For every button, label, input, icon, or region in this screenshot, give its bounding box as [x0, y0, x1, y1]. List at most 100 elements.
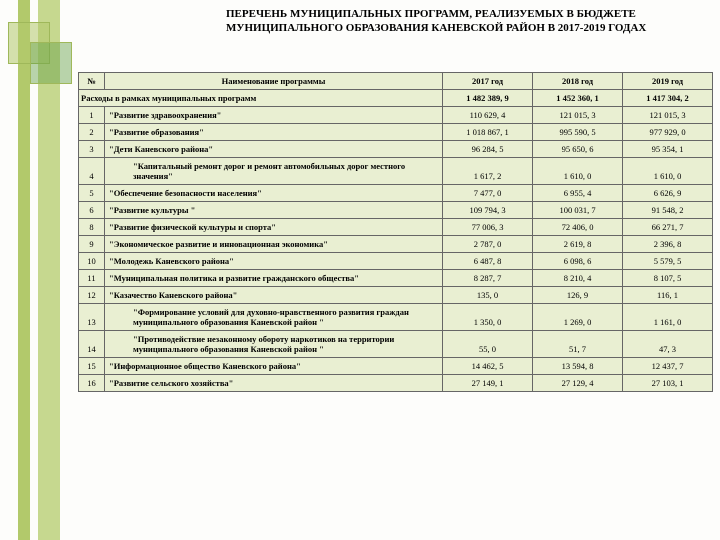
- row-num: 6: [79, 202, 105, 219]
- programs-table-wrap: № Наименование программы 2017 год 2018 г…: [78, 72, 712, 392]
- col-num: №: [79, 73, 105, 90]
- col-2018: 2018 год: [533, 73, 623, 90]
- row-2017: 110 629, 4: [443, 107, 533, 124]
- row-name: "Молодежь Каневского района": [105, 253, 443, 270]
- row-2017: 27 149, 1: [443, 375, 533, 392]
- row-2017: 8 287, 7: [443, 270, 533, 287]
- table-row: 3"Дети Каневского района"96 284, 595 650…: [79, 141, 713, 158]
- row-2017: 109 794, 3: [443, 202, 533, 219]
- row-2017: 6 487, 8: [443, 253, 533, 270]
- table-row: 2"Развитие образования"1 018 867, 1995 5…: [79, 124, 713, 141]
- row-2017: 1 018 867, 1: [443, 124, 533, 141]
- row-num: 16: [79, 375, 105, 392]
- row-2018: 100 031, 7: [533, 202, 623, 219]
- row-num: 9: [79, 236, 105, 253]
- row-2018: 2 619, 8: [533, 236, 623, 253]
- row-2018: 8 210, 4: [533, 270, 623, 287]
- table-row: 11"Муниципальная политика и развитие гра…: [79, 270, 713, 287]
- row-name: "Обеспечение безопасности населения": [105, 185, 443, 202]
- col-name: Наименование программы: [105, 73, 443, 90]
- row-2019: 121 015, 3: [623, 107, 713, 124]
- row-name: "Муниципальная политика и развитие гражд…: [105, 270, 443, 287]
- summary-row: Расходы в рамках муниципальных программ …: [79, 90, 713, 107]
- row-2018: 72 406, 0: [533, 219, 623, 236]
- row-num: 2: [79, 124, 105, 141]
- table-row: 4"Капитальный ремонт дорог и ремонт авто…: [79, 158, 713, 185]
- row-2019: 5 579, 5: [623, 253, 713, 270]
- row-num: 13: [79, 304, 105, 331]
- row-2019: 1 610, 0: [623, 158, 713, 185]
- table-row: 14"Противодействие незаконному обороту н…: [79, 331, 713, 358]
- row-name: "Информационное общество Каневского райо…: [105, 358, 443, 375]
- row-2017: 77 006, 3: [443, 219, 533, 236]
- row-2019: 27 103, 1: [623, 375, 713, 392]
- row-num: 10: [79, 253, 105, 270]
- decorative-square-2: [30, 42, 72, 84]
- row-2019: 1 161, 0: [623, 304, 713, 331]
- row-name: "Развитие здравоохранения": [105, 107, 443, 124]
- row-2018: 51, 7: [533, 331, 623, 358]
- row-name: "Развитие культуры ": [105, 202, 443, 219]
- row-2017: 135, 0: [443, 287, 533, 304]
- table-row: 10"Молодежь Каневского района"6 487, 86 …: [79, 253, 713, 270]
- table-row: 8"Развитие физической культуры и спорта"…: [79, 219, 713, 236]
- table-row: 13"Формирование условий для духовно-нрав…: [79, 304, 713, 331]
- row-2018: 1 610, 0: [533, 158, 623, 185]
- table-row: 15"Информационное общество Каневского ра…: [79, 358, 713, 375]
- summary-2018: 1 452 360, 1: [533, 90, 623, 107]
- row-num: 11: [79, 270, 105, 287]
- row-2019: 116, 1: [623, 287, 713, 304]
- row-num: 4: [79, 158, 105, 185]
- row-2018: 1 269, 0: [533, 304, 623, 331]
- decorative-bar-1: [18, 0, 30, 540]
- row-num: 12: [79, 287, 105, 304]
- summary-label: Расходы в рамках муниципальных программ: [79, 90, 443, 107]
- row-2019: 66 271, 7: [623, 219, 713, 236]
- col-2017: 2017 год: [443, 73, 533, 90]
- row-num: 3: [79, 141, 105, 158]
- row-2017: 96 284, 5: [443, 141, 533, 158]
- table-row: 6"Развитие культуры "109 794, 3100 031, …: [79, 202, 713, 219]
- row-name: "Развитие образования": [105, 124, 443, 141]
- table-row: 5"Обеспечение безопасности населения"7 4…: [79, 185, 713, 202]
- row-num: 5: [79, 185, 105, 202]
- row-name: "Казачество Каневского района": [105, 287, 443, 304]
- row-2019: 47, 3: [623, 331, 713, 358]
- row-2019: 2 396, 8: [623, 236, 713, 253]
- row-num: 14: [79, 331, 105, 358]
- table-row: 9"Экономическое развитие и инновационная…: [79, 236, 713, 253]
- row-2017: 1 617, 2: [443, 158, 533, 185]
- row-2018: 95 650, 6: [533, 141, 623, 158]
- row-name: "Противодействие незаконному обороту нар…: [105, 331, 443, 358]
- row-2019: 8 107, 5: [623, 270, 713, 287]
- row-2017: 1 350, 0: [443, 304, 533, 331]
- row-name: "Капитальный ремонт дорог и ремонт автом…: [105, 158, 443, 185]
- row-name: "Развитие физической культуры и спорта": [105, 219, 443, 236]
- row-name: "Экономическое развитие и инновационная …: [105, 236, 443, 253]
- summary-2019: 1 417 304, 2: [623, 90, 713, 107]
- row-2017: 14 462, 5: [443, 358, 533, 375]
- row-2018: 995 590, 5: [533, 124, 623, 141]
- table-header-row: № Наименование программы 2017 год 2018 г…: [79, 73, 713, 90]
- programs-table: № Наименование программы 2017 год 2018 г…: [78, 72, 713, 392]
- row-2017: 7 477, 0: [443, 185, 533, 202]
- table-row: 1"Развитие здравоохранения"110 629, 4121…: [79, 107, 713, 124]
- page-title: ПЕРЕЧЕНЬ МУНИЦИПАЛЬНЫХ ПРОГРАММ, РЕАЛИЗУ…: [226, 8, 668, 36]
- row-2019: 95 354, 1: [623, 141, 713, 158]
- table-row: 16"Развитие сельского хозяйства"27 149, …: [79, 375, 713, 392]
- row-2019: 977 929, 0: [623, 124, 713, 141]
- row-2018: 121 015, 3: [533, 107, 623, 124]
- row-2019: 6 626, 9: [623, 185, 713, 202]
- row-num: 8: [79, 219, 105, 236]
- row-2018: 6 098, 6: [533, 253, 623, 270]
- row-2018: 6 955, 4: [533, 185, 623, 202]
- row-2017: 55, 0: [443, 331, 533, 358]
- row-name: "Дети Каневского района": [105, 141, 443, 158]
- row-2019: 12 437, 7: [623, 358, 713, 375]
- row-2019: 91 548, 2: [623, 202, 713, 219]
- row-2018: 13 594, 8: [533, 358, 623, 375]
- row-num: 1: [79, 107, 105, 124]
- col-2019: 2019 год: [623, 73, 713, 90]
- row-2017: 2 787, 0: [443, 236, 533, 253]
- row-num: 15: [79, 358, 105, 375]
